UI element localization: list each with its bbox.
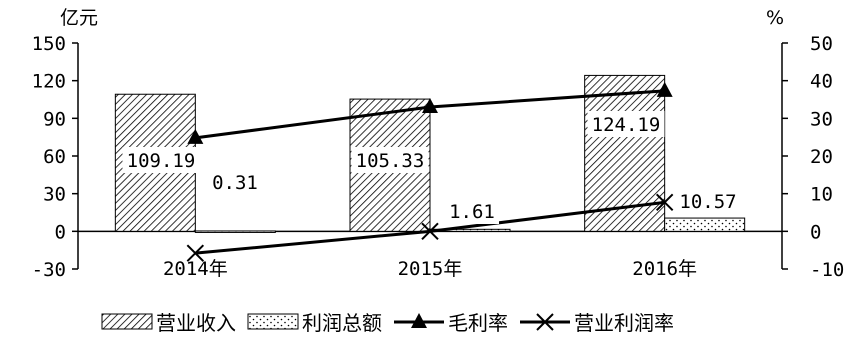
x-axis-category-label: 2014年 [163,258,228,280]
legend: 营业收入 利润总额 毛利率 营业利润率 [101,311,674,335]
left-axis-tick-label: -30 [32,259,66,281]
left-axis-tick-label: 60 [43,146,66,168]
left-axis-tick-label: 150 [32,33,66,55]
revenue-data-label-bg [587,111,665,137]
triangle-marker [187,128,204,144]
right-axis-tick-label: -10 [810,259,844,281]
profit-data-label: 10.57 [679,191,736,213]
revenue-data-label: 105.33 [356,150,425,172]
profit-data-label: 1.61 [449,201,495,223]
legend-label-0: 营业收入 [156,311,236,335]
left-axis-unit: 亿元 [60,7,98,29]
legend-swatch-0 [101,313,153,330]
left-axis-tick-label: 0 [55,221,66,243]
data-labels: 109.19 105.33 124.19 0.31 1.61 10.57 [122,111,741,224]
triangle-marker [422,98,438,114]
series-lines [186,81,674,262]
profit-data-label-bg [208,169,262,195]
x-marker [421,222,439,241]
revenue-data-label: 109.19 [127,150,196,172]
right-axis-tick-label: 50 [810,33,833,55]
legend-x-icon [536,313,554,331]
legend-triangle-icon [411,313,427,328]
revenue-data-label-bg [122,147,200,173]
right-axis-tick-label: 40 [810,71,833,93]
x-marker [186,244,205,262]
left-axis-tick-label: 120 [32,71,66,93]
bar-profit [664,217,746,232]
profit-data-label-bg [445,198,499,224]
legend-label-1: 利润总额 [302,311,382,335]
right-axis-tick-label: 30 [810,108,833,130]
revenue-data-label: 124.19 [592,114,661,136]
triangle-marker [656,81,673,97]
x-axis-category-label: 2015年 [398,258,463,280]
right-axis-tick-label: 10 [810,184,833,206]
legend-label-3: 营业利润率 [574,311,674,335]
legend-swatch-1 [247,313,299,330]
x-axis-category-label: 2016年 [632,258,697,280]
right-axis-tick-label: 0 [810,221,821,243]
revenue-data-label-bg [351,147,429,173]
x-marker [655,193,674,212]
profit-data-label-bg [675,188,741,214]
axes: -30 0 30 60 90 120 150 -10 0 10 20 30 40 50 2014年 2015年… [32,33,845,281]
profit-data-label: 0.31 [212,172,258,194]
left-axis-tick-label: 30 [43,184,66,206]
left-axis-tick-label: 90 [43,108,66,130]
right-axis-tick-label: 20 [810,146,833,168]
bar-profit [194,230,276,233]
legend-label-2: 毛利率 [448,311,508,335]
right-axis-unit: % [766,7,784,29]
